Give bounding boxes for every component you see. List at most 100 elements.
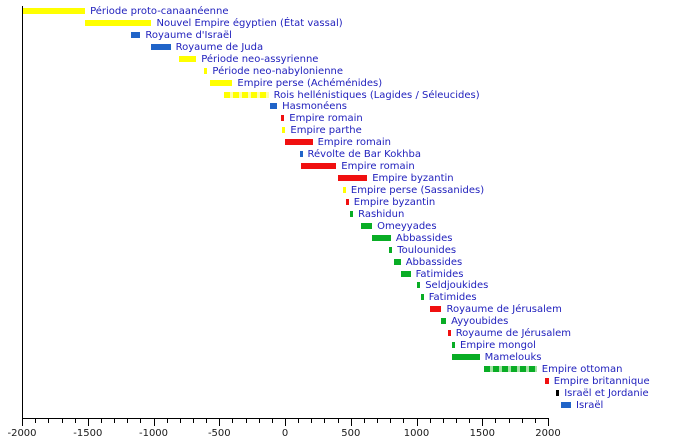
timeline-bar-label: Empire byzantin bbox=[372, 173, 454, 184]
timeline-bar bbox=[484, 365, 537, 372]
x-axis-line bbox=[22, 418, 549, 419]
timeline-bar bbox=[400, 270, 411, 277]
timeline-bar-label: Royaume de Jérusalem bbox=[446, 304, 562, 316]
x-axis-major-tick bbox=[87, 419, 89, 426]
x-axis-minor-tick bbox=[179, 419, 181, 423]
x-axis-major-tick bbox=[285, 419, 286, 426]
timeline-bar-label: Période neo-nabylonienne bbox=[212, 65, 344, 77]
timeline-bar-label: Ayyoubides bbox=[451, 316, 509, 328]
x-axis-minor-tick bbox=[324, 419, 326, 423]
x-axis-tick-label: 1000 bbox=[403, 428, 430, 439]
x-axis-tick-label: -1000 bbox=[138, 428, 169, 439]
x-axis-major-tick bbox=[22, 419, 23, 426]
x-axis-minor-tick bbox=[74, 419, 76, 423]
timeline-bar-label: Empire romain bbox=[289, 113, 363, 125]
x-axis-tick-label: -1500 bbox=[73, 428, 103, 439]
timeline-bar-label: Israël et Jordanie bbox=[564, 387, 649, 399]
timeline-bar bbox=[300, 163, 337, 170]
x-axis-tick-label: -500 bbox=[207, 428, 231, 439]
x-axis-minor-tick bbox=[258, 419, 260, 423]
timeline-bar-label: Israël bbox=[576, 399, 604, 411]
timeline-bar bbox=[179, 55, 197, 62]
timeline-bar bbox=[338, 175, 368, 181]
timeline-bar-label: Fatimides bbox=[428, 292, 477, 304]
timeline-bar-label: Royaume de Juda bbox=[175, 41, 264, 53]
timeline-bar-label: Omeyyades bbox=[377, 220, 437, 232]
timeline-bar bbox=[420, 294, 424, 301]
timeline-bar bbox=[223, 91, 269, 98]
timeline-bar bbox=[545, 377, 549, 384]
timeline-bar bbox=[394, 258, 401, 265]
x-axis-minor-tick bbox=[337, 419, 339, 423]
timeline-bar bbox=[85, 19, 152, 26]
timeline-bar-label: Révolte de Bar Kokhba bbox=[307, 149, 421, 161]
timeline-bar bbox=[22, 8, 86, 14]
x-axis-minor-tick bbox=[206, 419, 208, 423]
timeline-bar-label: Royaume d'Israël bbox=[145, 29, 232, 41]
timeline-bar bbox=[130, 31, 141, 38]
x-axis-minor-tick bbox=[311, 419, 313, 423]
timeline-bar-label: Empire ottoman bbox=[541, 363, 623, 375]
timeline-bar-label: Abbassides bbox=[405, 256, 463, 268]
timeline-bar bbox=[285, 139, 313, 146]
timeline-bar bbox=[417, 282, 421, 289]
x-axis-minor-tick bbox=[534, 419, 536, 423]
x-axis-tick-label: 1500 bbox=[469, 428, 496, 439]
timeline-bar bbox=[150, 43, 171, 50]
x-axis-minor-tick bbox=[245, 419, 247, 423]
timeline-bar bbox=[447, 330, 451, 337]
timeline-bar-label: Empire mongol bbox=[460, 340, 536, 351]
y-axis-line bbox=[22, 6, 23, 418]
timeline-bar bbox=[210, 79, 233, 86]
timeline-bar-label: Hasmonéens bbox=[282, 101, 348, 113]
x-axis-minor-tick bbox=[35, 419, 37, 423]
timeline-bar-label: Empire perse (Sassanides) bbox=[350, 184, 485, 196]
timeline-bar-label: Mamelouks bbox=[484, 352, 542, 363]
x-axis-minor-tick bbox=[495, 419, 497, 423]
x-axis-major-tick bbox=[548, 419, 549, 426]
timeline-bar-label: Empire britannique bbox=[553, 375, 650, 387]
timeline-bar bbox=[342, 186, 346, 193]
timeline-bar-label: Empire byzantin bbox=[353, 196, 436, 208]
timeline-bar-label: Empire romain bbox=[341, 161, 415, 173]
x-axis-minor-tick bbox=[232, 419, 234, 423]
x-axis-minor-tick bbox=[298, 419, 300, 423]
timeline-bar-label: Seldjoukides bbox=[425, 280, 489, 292]
x-axis-major-tick bbox=[153, 419, 155, 426]
timeline-bar-label: Rashidun bbox=[358, 208, 405, 220]
timeline-bar-label: Nouvel Empire égyptien (État vassal) bbox=[156, 17, 343, 29]
x-axis-major-tick bbox=[482, 419, 484, 426]
x-axis-minor-tick bbox=[100, 419, 102, 423]
x-axis-minor-tick bbox=[48, 419, 50, 423]
timeline-bar-label: Royaume de Jérusalem bbox=[455, 328, 571, 340]
x-axis-minor-tick bbox=[114, 419, 115, 423]
timeline-bar bbox=[281, 115, 285, 122]
timeline-bar bbox=[452, 342, 455, 348]
x-axis-minor-tick bbox=[193, 419, 194, 423]
x-axis-minor-tick bbox=[166, 419, 168, 423]
x-axis-minor-tick bbox=[363, 419, 365, 423]
x-axis-tick-label: 0 bbox=[281, 428, 289, 439]
x-axis-tick-label: 500 bbox=[341, 428, 361, 439]
x-axis-minor-tick bbox=[140, 419, 142, 423]
timeline-bar-label: Empire romain bbox=[317, 137, 391, 149]
timeline-bar bbox=[555, 389, 560, 396]
x-axis-minor-tick bbox=[127, 419, 129, 423]
timeline-bar bbox=[560, 401, 571, 408]
timeline-bar bbox=[269, 103, 278, 110]
timeline-bar-label: Fatimides bbox=[415, 268, 464, 280]
x-axis-minor-tick bbox=[508, 419, 510, 423]
timeline-bar-label: Toulounides bbox=[397, 244, 457, 256]
timeline-bar-label: Période proto-canaanéenne bbox=[90, 6, 229, 17]
timeline-bar-label: Abbassides bbox=[395, 232, 453, 244]
timeline-bar bbox=[299, 151, 303, 158]
x-axis-minor-tick bbox=[442, 419, 444, 423]
x-axis-minor-tick bbox=[61, 419, 63, 423]
timeline-bar bbox=[360, 222, 372, 229]
x-axis-minor-tick bbox=[390, 419, 392, 423]
x-axis-minor-tick bbox=[456, 419, 457, 423]
timeline-bar bbox=[451, 354, 480, 360]
timeline-bar-label: Empire parthe bbox=[290, 125, 362, 137]
timeline-bar bbox=[345, 198, 349, 205]
